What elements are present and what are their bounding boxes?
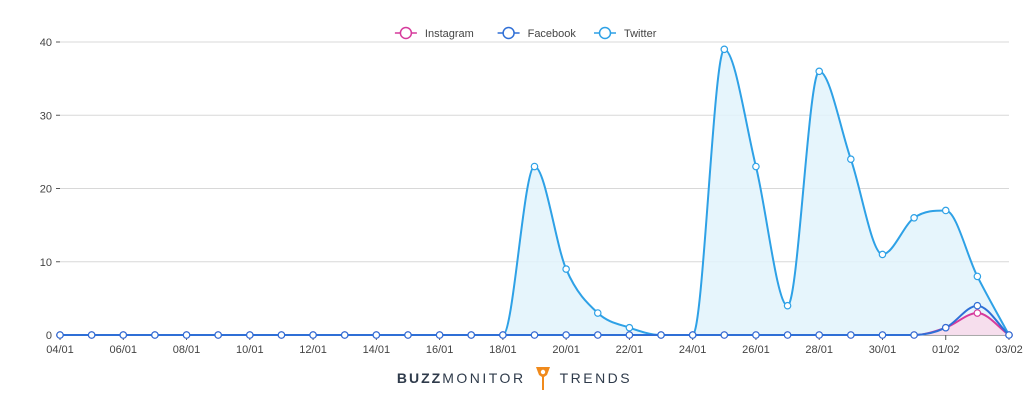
point-facebook[interactable] (752, 331, 760, 339)
point-facebook[interactable] (404, 331, 412, 339)
point-facebook[interactable] (499, 331, 507, 339)
legend-item-facebook[interactable]: Facebook (497, 26, 577, 41)
point-facebook[interactable] (562, 331, 570, 339)
point-facebook[interactable] (151, 331, 159, 339)
x-tick-label: 18/01 (489, 344, 517, 356)
point-twitter[interactable] (973, 272, 982, 281)
legend-item-twitter[interactable]: Twitter (594, 26, 657, 41)
brand-name-bold: BUZZ (396, 370, 443, 386)
series-layer (56, 45, 1013, 339)
point-twitter[interactable] (910, 214, 918, 222)
x-tick-label: 14/01 (363, 344, 391, 356)
y-tick-label: 40 (40, 37, 52, 49)
series-facebook (56, 301, 1013, 339)
point-facebook[interactable] (277, 331, 286, 339)
point-twitter[interactable] (752, 162, 760, 171)
point-facebook[interactable] (688, 331, 697, 339)
point-facebook[interactable] (941, 323, 950, 332)
point-facebook[interactable] (657, 331, 665, 339)
point-twitter[interactable] (530, 162, 539, 171)
point-facebook[interactable] (246, 331, 254, 339)
point-facebook[interactable] (847, 331, 855, 339)
point-facebook[interactable] (435, 331, 444, 339)
area-twitter (60, 49, 1009, 335)
torch-icon (535, 367, 550, 390)
point-facebook[interactable] (593, 331, 602, 339)
brand-suffix: TRENDS (559, 370, 633, 386)
x-tick-label: 30/01 (869, 344, 897, 356)
point-facebook[interactable] (1005, 331, 1013, 339)
brand-name: BUZZMONITOR (397, 370, 526, 386)
legend-label-twitter: Twitter (624, 28, 657, 40)
point-facebook[interactable] (87, 331, 96, 339)
y-tick-label: 10 (40, 257, 52, 269)
point-twitter[interactable] (941, 206, 950, 215)
legend-label-facebook: Facebook (528, 28, 577, 40)
point-facebook[interactable] (214, 331, 222, 339)
x-tick-label: 20/01 (552, 344, 580, 356)
x-tick-label: 12/01 (299, 344, 327, 356)
point-facebook[interactable] (783, 331, 792, 339)
point-twitter[interactable] (720, 45, 729, 54)
point-facebook[interactable] (340, 331, 349, 339)
point-facebook[interactable] (309, 331, 317, 339)
y-tick-label: 0 (46, 330, 52, 342)
point-twitter[interactable] (815, 67, 824, 76)
point-facebook[interactable] (119, 331, 128, 339)
point-facebook[interactable] (625, 331, 634, 339)
legend[interactable]: Instagram Facebook Twitter (394, 26, 657, 41)
point-facebook[interactable] (910, 331, 918, 339)
legend-marker-twitter (598, 26, 612, 40)
point-facebook[interactable] (720, 331, 729, 339)
point-facebook[interactable] (530, 331, 539, 339)
x-tick-label: 10/01 (236, 344, 264, 356)
x-tick-label: 22/01 (616, 344, 644, 356)
point-facebook[interactable] (56, 331, 64, 339)
y-tick-label: 30 (40, 110, 52, 122)
legend-marker-facebook (502, 26, 515, 40)
point-instagram[interactable] (973, 309, 982, 317)
legend-label-instagram: Instagram (425, 28, 474, 40)
brand-name-light: MONITOR (442, 370, 526, 386)
point-facebook[interactable] (973, 301, 982, 310)
x-tick-label: 01/02 (932, 344, 960, 356)
point-twitter[interactable] (783, 301, 792, 310)
point-facebook[interactable] (182, 331, 191, 339)
point-twitter[interactable] (593, 309, 602, 317)
x-tick-label: 04/01 (46, 344, 74, 356)
point-twitter[interactable] (847, 155, 855, 164)
y-tick-label: 20 (40, 184, 52, 196)
x-tick-label: 03/02 (995, 344, 1023, 356)
x-tick-label: 16/01 (426, 344, 454, 356)
legend-item-instagram[interactable]: Instagram (394, 26, 474, 41)
brand-footer: BUZZMONITOR TRENDS (0, 366, 1029, 390)
point-facebook[interactable] (878, 331, 887, 339)
x-tick-label: 06/01 (110, 344, 138, 356)
series-twitter (56, 45, 1013, 339)
point-twitter[interactable] (878, 250, 887, 259)
point-twitter[interactable] (562, 265, 570, 273)
point-facebook[interactable] (815, 331, 824, 339)
x-tick-label: 26/01 (742, 344, 770, 356)
x-tick-label: 28/01 (805, 344, 833, 356)
x-tick-label: 08/01 (173, 344, 201, 356)
x-tick-label: 24/01 (679, 344, 707, 356)
point-facebook[interactable] (372, 331, 381, 339)
point-twitter[interactable] (625, 323, 634, 332)
legend-marker-instagram (399, 26, 413, 40)
point-facebook[interactable] (467, 331, 476, 339)
